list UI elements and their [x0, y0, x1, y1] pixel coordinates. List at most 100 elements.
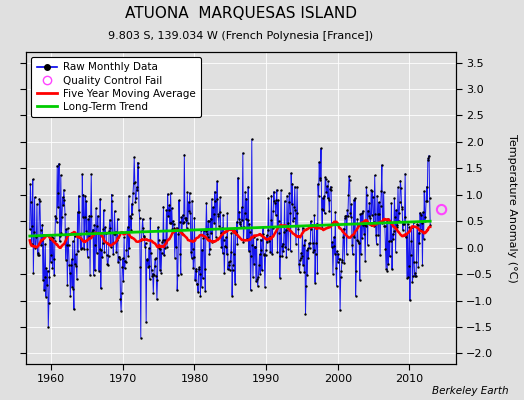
Point [232, 231, 240, 238]
Point [308, 222, 316, 228]
Point [99, 240, 107, 246]
Point [247, 136, 256, 142]
Point [320, 193, 328, 199]
Point [193, 280, 201, 287]
Point [267, 217, 275, 224]
Point [425, 195, 434, 201]
Point [173, 287, 181, 294]
Point [396, 199, 404, 206]
Point [214, 211, 222, 217]
Point [97, 247, 106, 254]
Point [250, 261, 258, 267]
Point [201, 288, 210, 294]
Point [334, 250, 343, 257]
Point [232, 228, 241, 235]
Point [320, 210, 329, 216]
Point [35, 252, 43, 258]
Point [227, 230, 236, 236]
Point [255, 262, 263, 268]
Point [203, 230, 211, 237]
Point [336, 274, 345, 280]
Point [400, 221, 408, 228]
Point [225, 262, 233, 268]
Point [154, 277, 162, 284]
Point [187, 255, 195, 261]
Point [416, 240, 424, 246]
Point [188, 197, 196, 204]
Point [365, 199, 374, 206]
Point [286, 210, 294, 217]
Point [275, 230, 283, 236]
Point [363, 192, 371, 198]
Point [90, 272, 98, 278]
Point [130, 179, 139, 185]
Point [164, 213, 172, 219]
Point [362, 184, 370, 190]
Point [162, 207, 171, 213]
Point [292, 241, 300, 247]
Point [319, 194, 327, 201]
Point [276, 274, 284, 281]
Point [393, 222, 401, 228]
Point [113, 216, 122, 222]
Point [91, 242, 100, 248]
Point [143, 256, 151, 263]
Point [373, 241, 381, 247]
Point [312, 240, 321, 246]
Point [52, 214, 60, 221]
Point [395, 218, 403, 224]
Point [203, 234, 212, 241]
Point [335, 256, 343, 262]
Point [38, 221, 47, 228]
Point [263, 239, 271, 245]
Point [289, 215, 298, 221]
Point [292, 210, 301, 216]
Point [272, 187, 281, 193]
Point [280, 198, 289, 204]
Point [296, 257, 304, 264]
Point [254, 283, 262, 289]
Point [298, 224, 307, 231]
Point [147, 267, 156, 273]
Point [238, 216, 246, 223]
Point [307, 226, 315, 232]
Point [342, 212, 350, 219]
Point [35, 196, 43, 202]
Point [114, 259, 122, 265]
Point [219, 212, 227, 218]
Point [182, 215, 190, 221]
Point [148, 272, 156, 279]
Point [65, 262, 73, 268]
Point [56, 238, 64, 245]
Point [86, 271, 94, 278]
Point [421, 217, 429, 224]
Point [411, 270, 420, 276]
Point [310, 247, 318, 254]
Point [211, 188, 219, 195]
Point [392, 224, 401, 230]
Point [140, 232, 148, 239]
Point [265, 238, 274, 244]
Point [155, 237, 163, 243]
Point [228, 266, 237, 273]
Point [29, 176, 37, 183]
Point [303, 272, 311, 278]
Point [55, 160, 63, 167]
Point [270, 198, 279, 204]
Point [110, 231, 118, 238]
Point [205, 251, 214, 258]
Point [328, 239, 336, 245]
Point [31, 245, 39, 251]
Point [251, 244, 259, 250]
Point [123, 228, 131, 235]
Point [388, 231, 397, 237]
Point [31, 244, 40, 250]
Point [410, 258, 418, 265]
Point [63, 282, 72, 288]
Point [296, 269, 304, 276]
Point [354, 238, 362, 245]
Point [341, 215, 349, 221]
Point [102, 230, 111, 236]
Point [346, 210, 354, 216]
Point [325, 208, 334, 214]
